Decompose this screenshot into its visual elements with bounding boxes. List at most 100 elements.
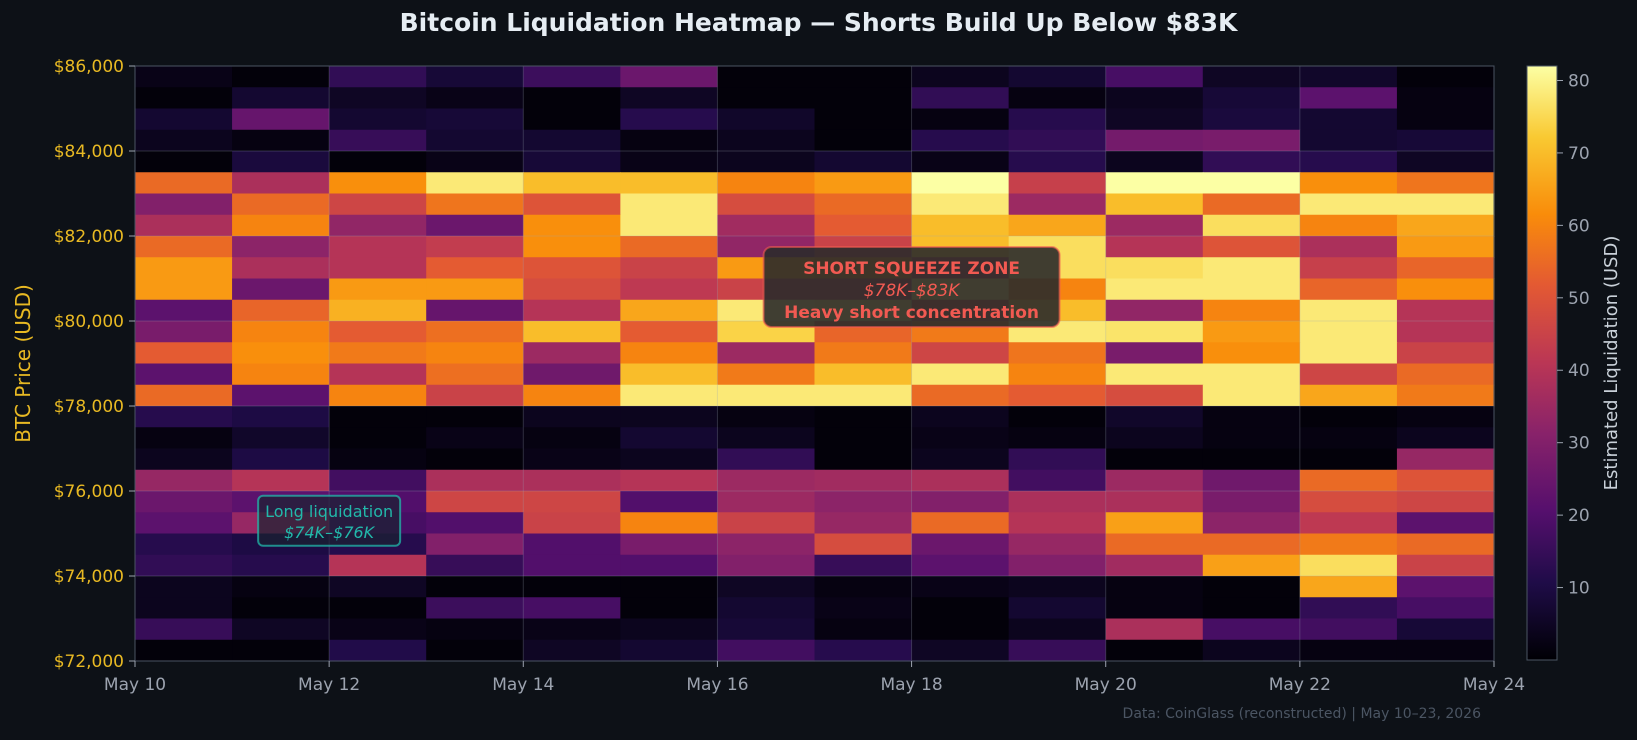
heatmap-cell xyxy=(1105,151,1204,173)
colorbar-tick-label: 10 xyxy=(1568,579,1590,599)
heatmap-cell xyxy=(523,384,621,407)
heatmap-cell xyxy=(1105,618,1204,641)
heatmap-cell xyxy=(1299,469,1398,492)
heatmap-cell xyxy=(135,554,233,577)
heatmap-cell xyxy=(329,278,427,301)
heatmap-cell xyxy=(1105,363,1204,386)
heatmap-cell xyxy=(1105,257,1204,280)
heatmap-cell xyxy=(1105,448,1204,471)
heatmap-cell xyxy=(135,108,233,131)
heatmap-cell xyxy=(329,151,427,173)
heatmap-cell xyxy=(135,448,233,471)
heatmap-cell xyxy=(232,406,330,428)
heatmap-cell xyxy=(1202,66,1301,88)
heatmap-cell xyxy=(232,278,330,301)
heatmap-cell xyxy=(911,172,1010,195)
heatmap-cell xyxy=(1105,87,1204,110)
y-tick-label: $72,000 xyxy=(54,652,124,672)
heatmap-cell xyxy=(717,554,816,577)
heatmap-cell xyxy=(717,129,816,152)
heatmap-cell xyxy=(1202,363,1301,386)
heatmap-cell xyxy=(1396,597,1495,620)
heatmap-cell xyxy=(329,321,427,343)
heatmap-cell xyxy=(911,512,1010,535)
x-tick-label: May 14 xyxy=(492,675,554,695)
heatmap-cell xyxy=(1299,491,1398,513)
heatmap-cell xyxy=(620,108,719,131)
heatmap-cell xyxy=(523,321,621,343)
heatmap-cell xyxy=(814,533,913,556)
heatmap-cell xyxy=(1008,87,1107,110)
heatmap-cell xyxy=(329,448,427,471)
heatmap-cell xyxy=(620,448,719,471)
heatmap-cell xyxy=(135,618,233,641)
heatmap-cell xyxy=(911,342,1010,365)
heatmap-cell xyxy=(426,512,524,535)
heatmap-cell xyxy=(717,214,816,237)
heatmap-cell xyxy=(814,618,913,641)
heatmap-cell xyxy=(1396,554,1495,577)
squeeze-zone-label: SHORT SQUEEZE ZONE xyxy=(803,259,1020,279)
heatmap-cell xyxy=(1105,533,1204,556)
heatmap-cell xyxy=(717,342,816,365)
heatmap-cell xyxy=(620,533,719,556)
heatmap-cell xyxy=(1299,214,1398,237)
heatmap-cell xyxy=(1299,108,1398,131)
heatmap-cell xyxy=(329,618,427,641)
heatmap-cell xyxy=(911,618,1010,641)
heatmap-cell xyxy=(1202,321,1301,343)
heatmap-cell xyxy=(135,597,233,620)
heatmap-cell xyxy=(620,576,719,598)
heatmap-cell xyxy=(329,214,427,237)
heatmap-cell xyxy=(814,108,913,131)
heatmap-cell xyxy=(523,278,621,301)
heatmap-cell xyxy=(1396,512,1495,535)
heatmap-cell xyxy=(1202,512,1301,535)
heatmap-cell xyxy=(1105,576,1204,598)
heatmap-cell xyxy=(814,469,913,492)
heatmap-cell xyxy=(1202,427,1301,450)
heatmap-cell xyxy=(523,129,621,152)
heatmap-cell xyxy=(717,576,816,598)
heatmap-cell xyxy=(1008,597,1107,620)
heatmap-cell xyxy=(426,236,524,258)
heatmap-cell xyxy=(523,66,621,88)
heatmap-cell xyxy=(1202,448,1301,471)
heatmap-cell xyxy=(135,384,233,407)
heatmap-cell xyxy=(232,384,330,407)
squeeze-zone-label: $78K–$83K xyxy=(864,281,962,301)
heatmap-cell xyxy=(911,406,1010,428)
heatmap-cell xyxy=(620,151,719,173)
heatmap-cell xyxy=(426,554,524,577)
heatmap-cell xyxy=(135,491,233,513)
heatmap-cell xyxy=(911,639,1010,662)
heatmap-cell xyxy=(1105,639,1204,662)
heatmap-cell xyxy=(135,66,233,88)
heatmap-cell xyxy=(1008,427,1107,450)
heatmap-cell xyxy=(1008,66,1107,88)
heatmap-cell xyxy=(426,172,524,195)
heatmap-cell xyxy=(329,193,427,216)
heatmap-cell xyxy=(1105,491,1204,513)
heatmap-cell xyxy=(426,597,524,620)
heatmap-cell xyxy=(620,321,719,343)
heatmap-cell xyxy=(329,363,427,386)
heatmap-cell xyxy=(135,129,233,152)
heatmap-cell xyxy=(1202,108,1301,131)
heatmap-cell xyxy=(329,427,427,450)
heatmap-cell xyxy=(1105,299,1204,322)
heatmap-cell xyxy=(523,469,621,492)
heatmap-cell xyxy=(717,618,816,641)
heatmap-cell xyxy=(717,151,816,173)
heatmap-cell xyxy=(717,427,816,450)
heatmap-cell xyxy=(814,214,913,237)
x-tick-label: May 20 xyxy=(1075,675,1137,695)
heatmap-cell xyxy=(620,236,719,258)
heatmap-cell xyxy=(329,87,427,110)
heatmap-cell xyxy=(620,129,719,152)
heatmap-cell xyxy=(1105,214,1204,237)
heatmap-cell xyxy=(911,151,1010,173)
y-tick-label: $86,000 xyxy=(54,57,124,77)
heatmap-cell xyxy=(1396,491,1495,513)
heatmap-cell xyxy=(135,342,233,365)
